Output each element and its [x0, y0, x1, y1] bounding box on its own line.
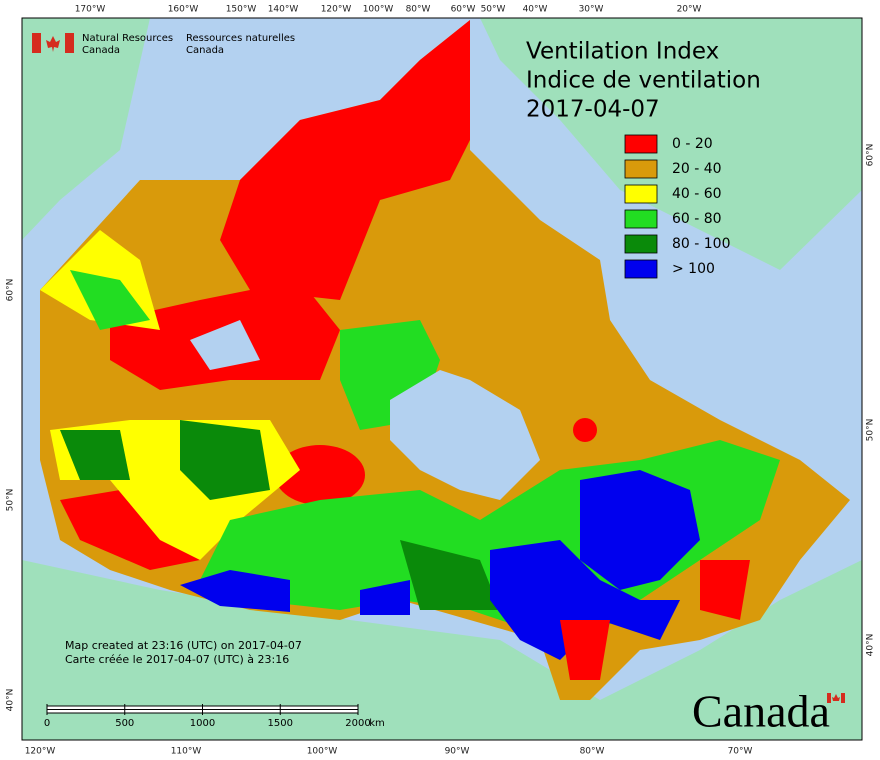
canada-wordmark: Canada — [692, 686, 830, 737]
yukon-green — [70, 270, 150, 330]
graticule-label-top: 40°W — [523, 5, 548, 15]
graticule-label-left: 60°N — [6, 279, 16, 302]
graticule-label-top: 160°W — [168, 5, 199, 15]
legend-swatch — [624, 184, 658, 204]
ontario-darkgreen — [400, 540, 500, 610]
map-title: 2017-04-07 — [526, 97, 660, 123]
graticule-label-bottom: 110°W — [171, 747, 202, 757]
map-note: Carte créée le 2017-04-07 (UTC) à 23:16 — [65, 653, 289, 666]
frame-border — [21, 17, 863, 741]
scale-tick-label: 500 — [115, 718, 134, 729]
legend-swatch — [624, 134, 658, 154]
graticule-label-right: 50°N — [866, 419, 876, 442]
maritime-red — [700, 560, 750, 620]
org-name-en: Canada — [82, 45, 120, 56]
south-ontario-red — [560, 620, 610, 680]
map-title: Indice de ventilation — [526, 68, 761, 94]
org-name-fr: Canada — [186, 45, 224, 56]
wordmark-flag-right — [841, 693, 845, 703]
flag-leaf — [46, 36, 60, 52]
graticule-label-right: 60°N — [866, 144, 876, 167]
graticule-label-bottom: 120°W — [25, 747, 56, 757]
graticule-label-top: 30°W — [579, 5, 604, 15]
scale-tick-label: 1500 — [268, 718, 293, 729]
hudson-bay — [390, 370, 540, 500]
quebec-blue — [580, 470, 700, 590]
legend-label: 60 - 80 — [672, 211, 722, 227]
graticule-label-top: 80°W — [406, 5, 431, 15]
flag-bar-right — [65, 33, 74, 53]
prairies-blue — [180, 570, 290, 612]
legend-swatch — [624, 209, 658, 229]
graticule-label-right: 40°N — [866, 634, 876, 657]
great-bear-lake — [190, 320, 260, 370]
quebec-red-spot — [573, 418, 597, 442]
sask-red — [275, 445, 365, 505]
legend-swatch — [624, 159, 658, 179]
flag-bar-left — [32, 33, 41, 53]
legend-label: 80 - 100 — [672, 236, 731, 252]
legend-swatch — [624, 234, 658, 254]
map-note: Map created at 23:16 (UTC) on 2017-04-07 — [65, 639, 302, 652]
nrcan-logo — [32, 33, 74, 53]
scale-unit: km — [369, 718, 385, 729]
greenland-land — [480, 18, 862, 270]
graticule-label-top: 140°W — [268, 5, 299, 15]
org-name-en: Natural Resources — [82, 33, 173, 44]
org-name-fr: Ressources naturelles — [186, 33, 295, 44]
bc-darkgreen — [60, 430, 130, 480]
scale-tick-label: 2000 — [345, 718, 370, 729]
scale-tick-label: 1000 — [190, 718, 215, 729]
wordmark-flag-left — [827, 693, 831, 703]
graticule-label-top: 150°W — [226, 5, 257, 15]
graticule-label-top: 120°W — [321, 5, 352, 15]
graticule-label-bottom: 100°W — [307, 747, 338, 757]
graticule-label-bottom: 80°W — [580, 747, 605, 757]
lake-blue — [360, 580, 410, 615]
graticule-label-top: 20°W — [677, 5, 702, 15]
map-title: Ventilation Index — [526, 39, 719, 65]
ontario-blue — [490, 540, 680, 660]
graticule-label-top: 100°W — [363, 5, 394, 15]
legend-label: 40 - 60 — [672, 186, 722, 202]
graticule-label-top: 170°W — [75, 5, 106, 15]
legend-label: 0 - 20 — [672, 136, 713, 152]
legend-swatch — [624, 259, 658, 279]
canada-wordmark-flag — [827, 693, 845, 703]
graticule-label-bottom: 70°W — [728, 747, 753, 757]
alaska-land — [22, 18, 150, 240]
graticule-label-bottom: 90°W — [445, 747, 470, 757]
wordmark-flag-leaf — [832, 694, 840, 701]
graticule-label-top: 50°W — [481, 5, 506, 15]
graticule-label-left: 40°N — [6, 689, 16, 712]
legend-label: 20 - 40 — [672, 161, 722, 177]
graticule-label-top: 60°W — [451, 5, 476, 15]
alberta-darkgreen — [180, 420, 270, 500]
graticule-label-left: 50°N — [6, 489, 16, 512]
scale-tick-label: 0 — [44, 718, 50, 729]
map-frame — [21, 17, 863, 741]
legend-label: > 100 — [672, 261, 715, 277]
arctic-red — [220, 20, 470, 300]
